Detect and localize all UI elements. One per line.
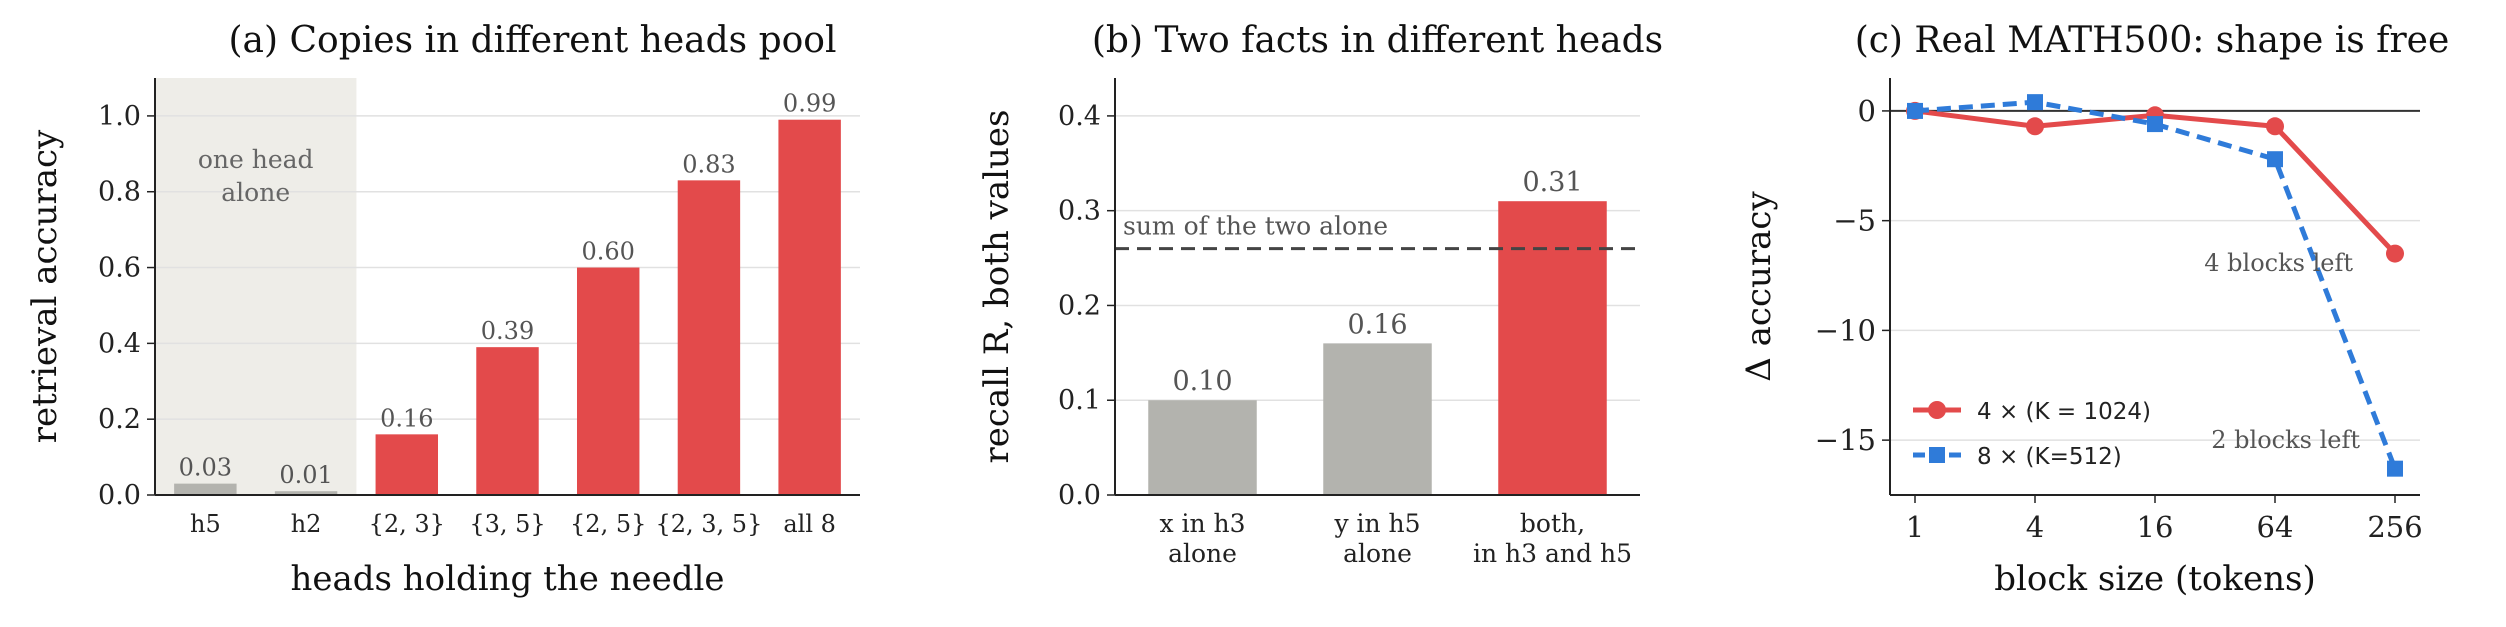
bar [1498, 201, 1607, 496]
x-tick-label: h2 [291, 510, 322, 538]
data-label: 0.31 [1522, 167, 1582, 198]
panel-b-chart: 0.0 0.1 0.2 0.3 0.4 0.10 x in h3 alone 0.16 y in … [977, 20, 1663, 568]
panel-a-chart: 0.0 0.2 0.4 0.6 0.8 1.0 0.03 h5 0.01 h2 0.16 {2, 3}… [25, 20, 860, 599]
bar [576, 267, 640, 495]
legend-label: 8 × (K=512) [1977, 444, 2122, 470]
data-point [2266, 117, 2284, 136]
bar [1148, 400, 1257, 495]
y-tick-label: 1.0 [98, 101, 141, 132]
reference-line-label: sum of the two alone [1123, 212, 1388, 241]
legend-label: 4 × (K = 1024) [1977, 399, 2151, 425]
y-tick-label: 0.2 [1058, 290, 1101, 321]
y-tick-label: 0.0 [1058, 480, 1101, 511]
bar [1323, 343, 1432, 495]
x-axis-label: heads holding the needle [290, 559, 724, 599]
data-point [2147, 116, 2163, 133]
annotation: 2 blocks left [2211, 426, 2360, 454]
y-tick-label: 0.4 [1058, 101, 1101, 132]
x-tick-label: y in h5 alone [1333, 509, 1420, 568]
x-tick-label: h5 [190, 510, 221, 538]
bar [476, 347, 539, 495]
y-tick-label: 0.8 [98, 177, 141, 208]
y-axis-label: Δ accuracy [1739, 191, 1779, 382]
data-label: 0.39 [481, 317, 534, 345]
data-label: 0.10 [1172, 366, 1232, 397]
x-axis-label: block size (tokens) [1994, 559, 2315, 599]
data-label: 0.16 [1347, 309, 1407, 340]
x-tick-label: x in h3 alone [1159, 509, 1245, 568]
legend-marker [1928, 401, 1946, 419]
y-axis-label: retrieval accuracy [25, 129, 65, 443]
bar [174, 483, 237, 495]
y-tick-label: 0.0 [98, 480, 141, 511]
x-tick-label: {3, 5} [469, 510, 545, 538]
x-tick-label: 256 [2367, 510, 2422, 544]
x-tick-label: {2, 3} [369, 510, 445, 538]
chart-title: (a) Copies in different heads pool [228, 20, 836, 61]
chart-title: (c) Real MATH500: shape is free [1855, 20, 2450, 61]
y-axis-label: recall R, both values [977, 110, 1017, 464]
y-tick-label: −10 [1815, 313, 1876, 347]
data-label: 0.60 [581, 238, 634, 266]
y-tick-label: −5 [1833, 204, 1876, 238]
legend-marker [1929, 447, 1945, 463]
x-tick-label: 1 [1906, 510, 1924, 544]
series-line [1914, 108, 2397, 256]
data-label: 0.03 [179, 454, 232, 482]
data-point [2387, 460, 2403, 477]
data-label: 0.83 [682, 150, 735, 178]
data-point [2267, 151, 2283, 168]
data-label: 0.16 [380, 404, 433, 432]
y-tick-label: 0.2 [98, 404, 141, 435]
bar [274, 491, 338, 495]
data-point [1907, 102, 1923, 119]
x-tick-label: all 8 [783, 510, 836, 538]
bar [778, 119, 841, 495]
y-tick-label: −15 [1815, 423, 1876, 457]
region-label: one head alone [198, 145, 314, 207]
x-tick-label: {2, 3, 5} [655, 510, 762, 538]
bar [677, 180, 741, 495]
data-point [2386, 244, 2404, 263]
panel-c-chart: 0 −5 −10 −15 1 4 16 64 256 4 blocks left 2 blocks … [1739, 20, 2449, 599]
y-tick-label: 0.6 [98, 253, 141, 284]
x-tick-label: both, in h3 and h5 [1473, 509, 1632, 568]
shaded-region [155, 78, 357, 495]
bar [375, 434, 439, 495]
data-point [2027, 94, 2043, 111]
data-point [2026, 117, 2044, 136]
x-tick-label: 4 [2026, 510, 2044, 544]
y-tick-label: 0.1 [1058, 385, 1101, 416]
x-tick-label: {2, 5} [570, 510, 646, 538]
x-tick-label: 16 [2137, 510, 2174, 544]
y-tick-label: 0.3 [1058, 196, 1101, 227]
x-tick-label: 64 [2257, 510, 2294, 544]
annotation: 4 blocks left [2204, 249, 2353, 277]
data-label: 0.99 [783, 90, 836, 118]
data-label: 0.01 [279, 461, 332, 489]
chart-title: (b) Two facts in different heads [1092, 20, 1663, 61]
y-tick-label: 0.4 [98, 328, 141, 359]
y-tick-label: 0 [1858, 94, 1876, 128]
